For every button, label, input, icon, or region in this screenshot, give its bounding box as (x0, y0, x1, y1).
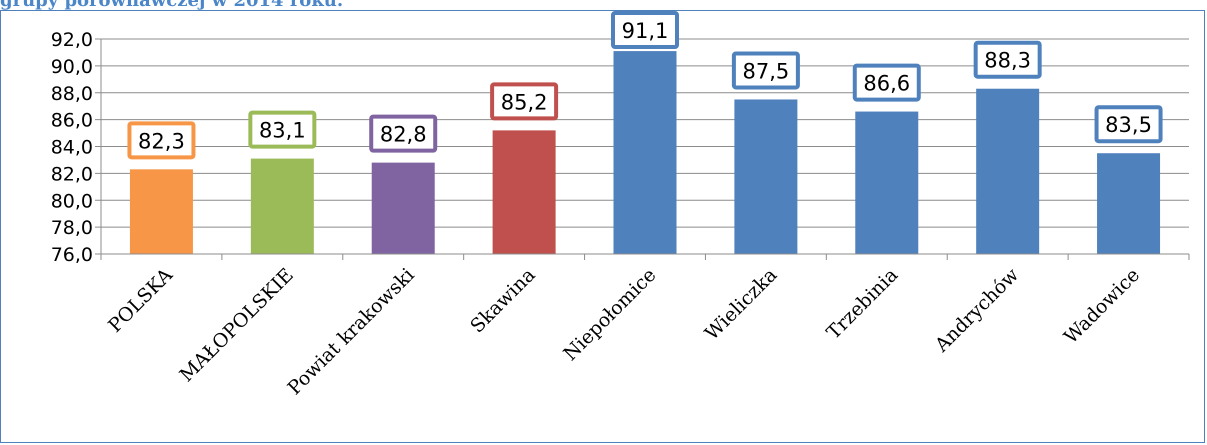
bar-1 (250, 158, 314, 254)
y-tick-label: 90,0 (51, 56, 93, 78)
bar-chart: 76,0 78,0 80,0 82,0 84,0 86,0 88,0 90,0 92,0 POL… (51, 11, 1190, 399)
y-tick-label: 92,0 (51, 29, 93, 51)
y-tick-labels: 76,0 78,0 80,0 82,0 84,0 86,0 88,0 90,0 92,0 (51, 29, 93, 266)
x-tick-label-2: Powiat krakowski (284, 264, 419, 399)
bar-4 (613, 51, 677, 254)
data-label-3: 85,2 (501, 90, 548, 114)
data-label-box-4 (611, 11, 679, 49)
x-tick-label-1: MAŁOPOLSKIE (176, 264, 298, 386)
data-label-1: 83,1 (259, 119, 306, 143)
x-tick-label-0: POLSKA (104, 264, 177, 337)
data-label-8: 83,5 (1105, 113, 1152, 137)
data-label-5: 87,5 (743, 59, 790, 83)
bar-2 (371, 162, 435, 254)
bar-8 (1097, 153, 1161, 254)
x-tick-label-6: Trzebinia (822, 264, 902, 344)
data-label-box-7 (973, 40, 1042, 79)
data-label-7: 88,3 (984, 49, 1031, 73)
y-tick-label: 86,0 (51, 110, 93, 132)
x-tick-label-8: Wadowice (1060, 264, 1144, 348)
x-tick-label-4: Niepołomice (559, 264, 660, 365)
data-label-4: 91,1 (622, 19, 669, 43)
data-label-box-5 (731, 51, 800, 90)
x-tick-label-3: Skawina (466, 264, 539, 337)
bar-5 (734, 99, 798, 254)
chart-frame: 76,0 78,0 80,0 82,0 84,0 86,0 88,0 90,0 92,0 POL… (0, 10, 1205, 443)
data-label-box-0 (127, 121, 196, 160)
data-label-box-3 (490, 82, 559, 121)
y-tick-label: 76,0 (51, 244, 93, 266)
data-label-box-8 (1094, 105, 1163, 144)
data-label-box-6 (852, 63, 921, 102)
y-tick-label: 80,0 (51, 190, 93, 212)
axes (95, 38, 1190, 260)
data-label-2: 82,8 (380, 123, 427, 147)
data-label-0: 82,3 (138, 129, 185, 153)
y-tick-label: 82,0 (51, 163, 93, 185)
x-tick-label-5: Wieliczka (701, 264, 782, 345)
data-labels: 82,3 83,1 82,8 85,2 91,1 87,5 86,6 88,3 83,5 (127, 11, 1163, 160)
y-tick-label: 84,0 (51, 137, 93, 159)
x-tick-label-7: Andrychów (930, 263, 1024, 357)
bar-7 (976, 88, 1040, 254)
data-label-box-2 (369, 114, 438, 153)
bar-6 (855, 111, 919, 254)
bar-0 (129, 169, 193, 254)
y-tick-label: 88,0 (51, 83, 93, 105)
figure-caption: grupy porównawczej w 2014 roku. (0, 0, 344, 11)
bar-3 (492, 130, 556, 254)
data-label-box-1 (248, 110, 317, 149)
bars (129, 51, 1161, 254)
data-label-6: 86,6 (863, 72, 910, 96)
y-tick-label: 78,0 (51, 217, 93, 239)
